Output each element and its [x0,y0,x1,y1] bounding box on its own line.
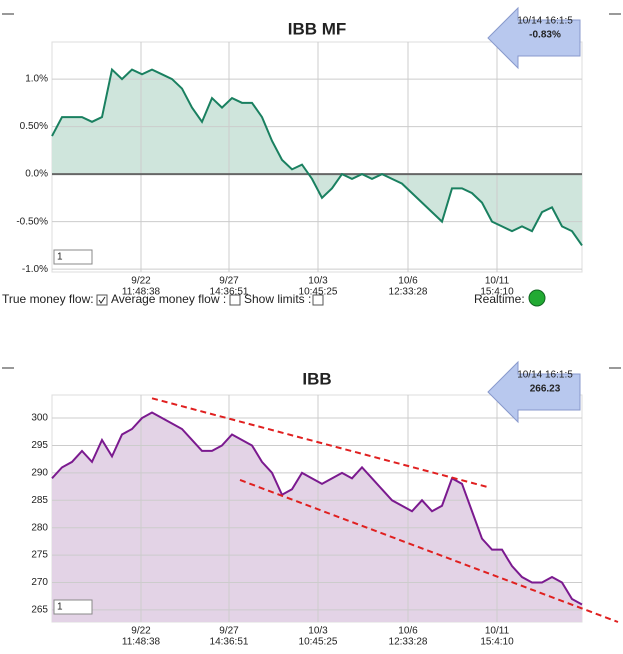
check [98,296,106,304]
x-tick-label: 11:48:38 [122,287,161,298]
flag-time: 10/14 16:1:5 [517,370,573,381]
input-value: 1 [57,602,63,613]
y-tick-label: 290 [31,468,48,479]
input-box[interactable] [53,599,93,615]
control-label: True money flow: [2,292,94,306]
control-label: Show limits : [244,292,311,306]
x-tick-label: 10/6 [398,626,418,637]
x-tick-label: 15:4:10 [480,637,514,648]
x-tick-label: 10:45:25 [299,637,338,648]
chart-title: IBB [302,369,331,388]
input-value: 1 [57,252,63,263]
x-tick-label: 10/3 [308,276,328,287]
x-tick-label: 10/11 [485,276,510,287]
y-tick-label: 1.0% [25,74,48,85]
y-tick-label: 0.0% [25,169,48,180]
flag-arrow [487,6,581,70]
x-tick-label: 11:48:38 [122,637,161,648]
control-label: Realtime: [474,292,525,306]
x-tick-label: 14:36:51 [210,637,249,648]
y-tick-label: 275 [31,550,48,561]
y-tick-label: 265 [31,605,48,616]
y-tick-label: 270 [31,577,48,588]
checkbox[interactable] [229,294,241,306]
y-tick-label: 300 [31,413,48,424]
checkbox[interactable] [96,294,108,306]
flag-value: 266.23 [530,384,561,395]
flag-value: -0.83% [529,30,561,41]
x-tick-label: 9/22 [131,276,151,287]
line [51,67,583,246]
realtime-indicator [528,289,546,307]
x-tick-label: 12:33:28 [389,287,428,298]
y-tick-label: 295 [31,440,48,451]
flag-time: 10/14 16:1:5 [517,16,573,27]
x-tick-label: 10:45:25 [299,287,338,298]
x-tick-label: 9/22 [131,626,151,637]
x-tick-label: 9/27 [219,626,239,637]
y-tick-label: 0.50% [20,121,48,132]
input-box[interactable] [53,249,93,265]
x-tick-label: 10/3 [308,626,328,637]
y-tick-label: 280 [31,522,48,533]
x-tick-label: 10/6 [398,276,418,287]
x-tick-label: 10/11 [485,626,510,637]
x-tick-label: 9/27 [219,276,239,287]
checkbox[interactable] [312,294,324,306]
area-fill [52,412,582,622]
y-tick-label: -0.50% [16,216,48,227]
y-tick-label: -1.0% [22,264,48,275]
flag-arrow [487,360,581,424]
x-tick-label: 14:36:51 [210,287,249,298]
control-label: Average money flow : [111,292,226,306]
trend-line [151,397,489,489]
y-tick-label: 285 [31,495,48,506]
chart-title: IBB MF [288,19,347,38]
trend-line [239,479,619,623]
x-tick-label: 15:4:10 [480,287,514,298]
area-fill [52,69,582,246]
x-tick-label: 12:33:28 [389,637,428,648]
line [51,411,583,606]
